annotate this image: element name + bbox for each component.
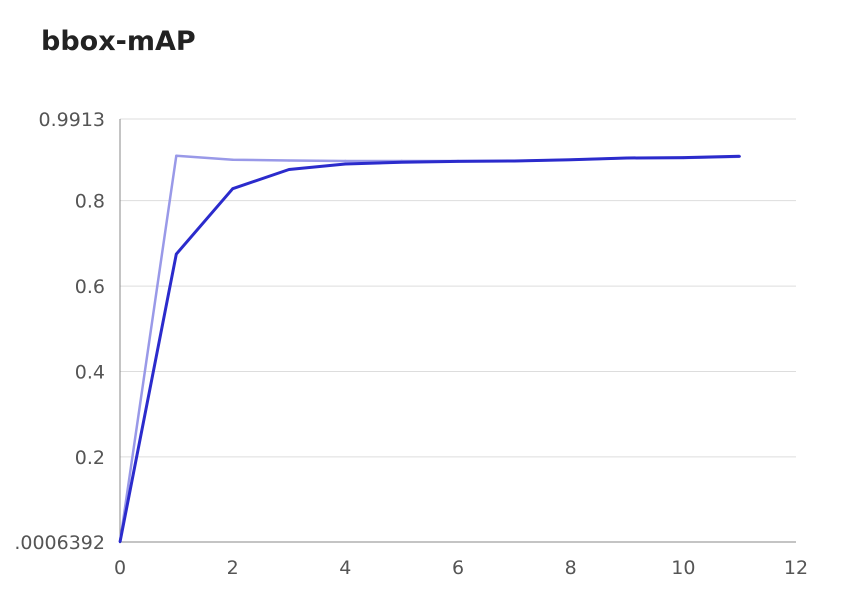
y-tick-label: 0.2: [75, 447, 105, 469]
x-tick-label: 4: [339, 557, 351, 579]
data-point: [344, 159, 347, 163]
data-point: [231, 187, 234, 190]
data-point: [175, 154, 178, 158]
data-point: [513, 159, 516, 163]
data-point: [344, 162, 347, 166]
series-lines: [118, 154, 741, 544]
data-point: [231, 158, 234, 161]
data-point: [569, 158, 572, 161]
y-tick-label: 0.8: [75, 191, 105, 213]
data-point: [456, 160, 460, 163]
y-tick-label: 0.4: [75, 361, 105, 383]
y-tick-label: 0.9913: [39, 109, 105, 131]
x-tick-label: 2: [227, 557, 239, 579]
series-line-2: [118, 154, 740, 543]
y-tick-label: .0006392: [14, 532, 105, 554]
grid: [119, 118, 796, 543]
data-point: [287, 168, 291, 171]
x-tick-label: 0: [114, 557, 126, 579]
chart-title: bbox-mAP: [41, 26, 196, 57]
data-point: [175, 252, 178, 256]
x-tick-label: 12: [784, 557, 808, 579]
data-point: [287, 159, 291, 162]
x-tick-label: 8: [565, 557, 577, 579]
x-tick-label: 10: [671, 557, 695, 579]
data-point: [682, 156, 685, 159]
y-axis-ticks: .0006392 0.2 0.4 0.6 0.8 0.9913: [14, 109, 105, 554]
data-point: [400, 161, 403, 164]
x-tick-label: 6: [452, 557, 464, 579]
data-point: [738, 155, 741, 158]
data-point: [118, 540, 122, 544]
x-axis-ticks: 0 2 4 6 8 10 12: [114, 557, 808, 579]
data-point: [625, 156, 629, 160]
y-tick-label: 0.6: [75, 276, 105, 298]
